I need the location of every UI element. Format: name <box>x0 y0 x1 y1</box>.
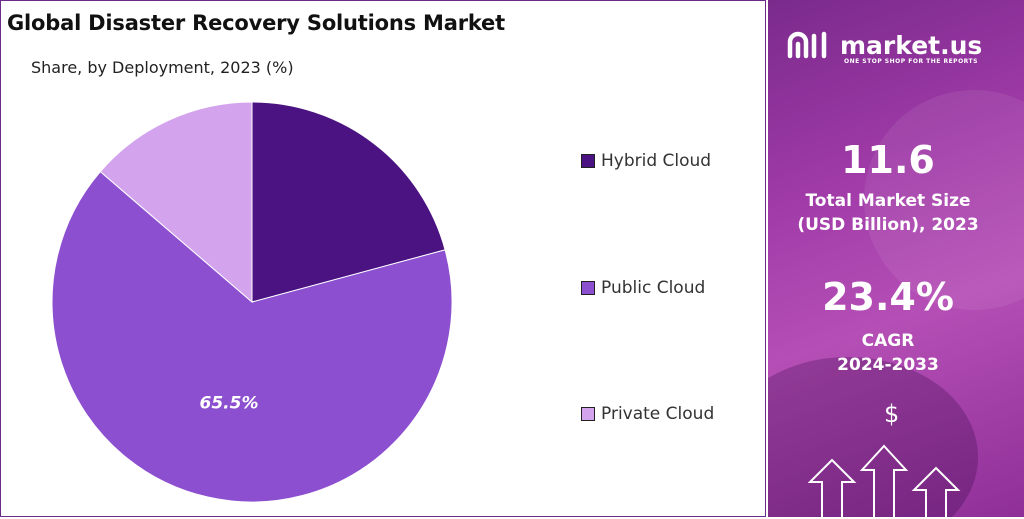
up-arrows-icon <box>808 444 961 517</box>
market-size-label: Total Market Size <box>805 191 971 211</box>
pie-slice-public-cloud <box>51 170 453 503</box>
pie-data-label: 65.5% <box>200 393 259 413</box>
cagr-value: 23.4% <box>822 275 954 319</box>
chart-title: Global Disaster Recovery Solutions Marke… <box>7 11 505 35</box>
brand-tagline: ONE STOP SHOP FOR THE REPORTS <box>844 58 978 65</box>
up-arrow-icon-right <box>911 466 961 517</box>
market-size-value: 11.6 <box>841 138 935 182</box>
market-us-logo-icon <box>787 31 827 59</box>
pie-slice-private-cloud <box>99 101 253 304</box>
legend-swatch <box>581 154 595 168</box>
brand-name: market.us <box>840 30 983 60</box>
legend-label: Private Cloud <box>601 404 715 424</box>
legend-swatch <box>581 407 595 421</box>
pie-slice-hybrid-cloud <box>251 101 446 303</box>
pie-chart: 65.5% <box>51 101 453 503</box>
cagr-label: CAGR <box>861 331 915 351</box>
chart-subtitle: Share, by Deployment, 2023 (%) <box>31 58 294 77</box>
dollar-icon: $ <box>884 400 900 428</box>
up-arrow-icon-left <box>808 458 857 517</box>
cagr-period: 2024-2033 <box>837 355 939 375</box>
chart-panel: Global Disaster Recovery Solutions Marke… <box>0 0 766 517</box>
up-arrow-icon-center <box>859 444 909 517</box>
legend-swatch <box>581 281 595 295</box>
legend-label: Hybrid Cloud <box>601 151 712 171</box>
legend-label: Public Cloud <box>601 278 706 298</box>
legend-item: Public Cloud <box>581 278 705 298</box>
brand-logo: market.us <box>786 30 982 60</box>
legend-item: Private Cloud <box>581 404 714 424</box>
legend-item: Hybrid Cloud <box>581 151 711 171</box>
market-size-label-year: (USD Billion), 2023 <box>797 215 979 235</box>
sidebar-panel: market.us ONE STOP SHOP FOR THE REPORTS … <box>768 0 1024 517</box>
